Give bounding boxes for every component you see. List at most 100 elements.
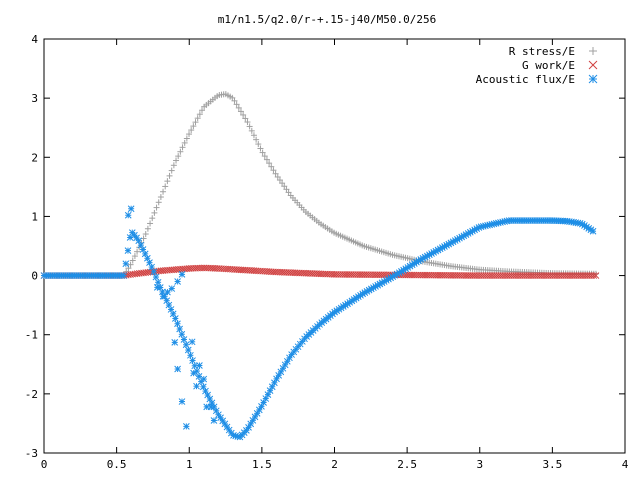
plot-frame: [43, 38, 626, 454]
data-point: [283, 186, 290, 193]
data-point: [285, 189, 292, 196]
data-point: [178, 271, 186, 278]
data-point: [235, 104, 242, 111]
series-layer: [40, 91, 600, 441]
data-point: [242, 115, 249, 122]
data-point: [174, 365, 181, 373]
y-tick-label: -2: [25, 388, 38, 401]
x-tick-label: 1.5: [252, 458, 272, 471]
data-point: [124, 211, 132, 219]
x-tick-label: 4: [622, 458, 629, 471]
data-point: [153, 204, 160, 211]
data-point: [248, 127, 255, 134]
x-tick-label: 2: [331, 458, 338, 471]
data-point: [182, 341, 190, 349]
data-point: [131, 253, 138, 260]
data-point: [266, 160, 273, 167]
data-point: [240, 111, 247, 118]
y-tick-label: 4: [31, 33, 38, 46]
data-point: [120, 272, 128, 279]
legend-marker: [588, 74, 598, 84]
data-point: [589, 227, 597, 235]
legend-marker: [589, 47, 597, 55]
data-point: [176, 325, 183, 333]
x-tick-label: 3.5: [542, 458, 562, 471]
data-point: [127, 205, 135, 213]
y-tick-label: 1: [31, 210, 38, 223]
data-point: [157, 194, 164, 201]
data-point: [270, 167, 277, 174]
data-point: [212, 407, 220, 415]
data-point: [137, 241, 145, 249]
data-point: [199, 383, 207, 391]
legend-label: Acoustic flux/E: [476, 73, 575, 86]
data-point: [274, 173, 281, 180]
data-point: [122, 260, 130, 268]
data-point: [166, 172, 173, 179]
data-point: [150, 268, 158, 276]
data-point: [124, 247, 132, 254]
series-2: [40, 205, 597, 441]
data-point: [127, 261, 134, 268]
data-point: [175, 153, 182, 160]
data-point: [174, 278, 181, 285]
data-point: [590, 272, 598, 279]
y-tick-label: 3: [31, 92, 38, 105]
data-point: [174, 320, 181, 328]
data-point: [592, 272, 600, 279]
data-point: [190, 369, 197, 377]
data-point: [188, 127, 195, 134]
data-point: [168, 167, 175, 174]
data-point: [195, 372, 203, 380]
data-point: [153, 284, 161, 291]
x-tick-label: 3: [476, 458, 483, 471]
x-tick-label: 0: [41, 458, 48, 471]
data-point: [259, 149, 266, 156]
data-point: [210, 417, 218, 424]
data-point: [193, 382, 200, 390]
data-point: [162, 183, 169, 190]
data-point: [151, 209, 158, 216]
legend-label: R stress/E: [509, 45, 575, 58]
data-point: [207, 403, 215, 411]
data-point: [181, 139, 188, 146]
data-point: [263, 156, 270, 163]
data-point: [180, 336, 188, 343]
data-point: [199, 107, 206, 114]
data-point: [189, 357, 196, 364]
x-tick-label: 2.5: [397, 458, 417, 471]
data-point: [200, 375, 208, 383]
data-point: [188, 338, 196, 346]
data-point: [277, 368, 285, 376]
data-point: [272, 170, 279, 177]
data-point: [244, 119, 251, 126]
data-point: [164, 178, 171, 185]
data-point: [142, 231, 149, 238]
x-tick-label: 0.5: [107, 458, 127, 471]
data-point: [196, 362, 203, 369]
data-point: [233, 101, 240, 108]
data-point: [173, 157, 180, 164]
data-point: [164, 288, 171, 296]
y-tick-label: -1: [25, 329, 38, 342]
data-point: [261, 153, 268, 160]
data-point: [279, 180, 286, 187]
data-point: [268, 163, 275, 170]
data-point: [186, 131, 193, 138]
data-point: [194, 115, 201, 122]
x-tick-label: 1: [186, 458, 193, 471]
data-point: [170, 162, 177, 169]
data-point: [177, 148, 184, 155]
data-point: [204, 391, 211, 399]
data-point: [160, 188, 167, 195]
data-point: [190, 123, 197, 130]
legend-marker: [588, 60, 598, 70]
data-point: [129, 257, 136, 264]
data-point: [281, 183, 288, 190]
data-point: [168, 285, 176, 292]
y-tick-label: 0: [31, 270, 38, 283]
data-point: [134, 248, 141, 255]
data-point: [237, 108, 244, 115]
